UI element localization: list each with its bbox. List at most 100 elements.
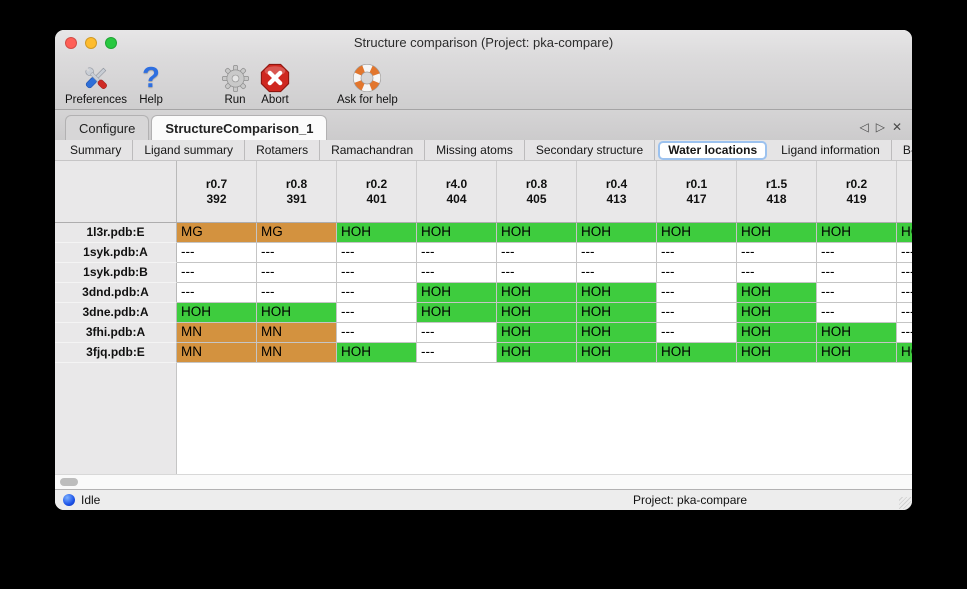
table-cell[interactable]: --- [577, 243, 657, 263]
table-cell[interactable]: --- [817, 243, 897, 263]
column-header[interactable]: r1.5 418 [737, 161, 817, 222]
table-cell[interactable]: HOH [417, 223, 497, 243]
subtab-summary[interactable]: Summary [59, 140, 134, 160]
table-cell[interactable]: --- [817, 303, 897, 323]
subtab-missing-atoms[interactable]: Missing atoms [425, 140, 525, 160]
table-cell[interactable]: HOH [417, 303, 497, 323]
table-cell[interactable]: MN [257, 323, 337, 343]
help-button[interactable]: ? Help [131, 63, 171, 107]
column-header[interactable]: r4.0 404 [417, 161, 497, 222]
title-bar[interactable]: Structure comparison (Project: pka-compa… [55, 30, 912, 56]
table-cell[interactable]: --- [657, 243, 737, 263]
table-cell[interactable]: HOH [577, 323, 657, 343]
table-cell[interactable]: --- [257, 263, 337, 283]
table-cell[interactable]: MN [257, 343, 337, 363]
table-cell[interactable]: HOH [417, 283, 497, 303]
table-cell[interactable]: --- [177, 283, 257, 303]
table-cell[interactable]: MN [177, 323, 257, 343]
table-cell[interactable]: --- [257, 243, 337, 263]
subtab-b-factors[interactable]: B-factors [902, 143, 912, 157]
tab-scroll-left-icon[interactable]: ◁ [859, 120, 869, 134]
resize-grip[interactable] [899, 497, 911, 509]
table-cell[interactable]: HOH [577, 223, 657, 243]
zoom-button[interactable] [105, 37, 117, 49]
table-cell[interactable]: HOH [497, 223, 577, 243]
subtab-water-locations[interactable]: Water locations [658, 140, 768, 160]
ask-for-help-button[interactable]: Ask for help [333, 63, 402, 106]
table-cell[interactable]: --- [657, 303, 737, 323]
tab-scroll-right-icon[interactable]: ▷ [875, 120, 885, 134]
table-cell[interactable]: HOH [657, 343, 737, 363]
table-cell[interactable]: HOH [257, 303, 337, 323]
table-cell[interactable]: --- [337, 263, 417, 283]
table-cell[interactable]: --- [177, 243, 257, 263]
table-cell[interactable]: HOH [337, 343, 417, 363]
subtab-ramachandran[interactable]: Ramachandran [320, 140, 426, 160]
column-header[interactable]: r0.8 405 [497, 161, 577, 222]
column-header[interactable]: r0.8 391 [257, 161, 337, 222]
table-cell[interactable]: --- [817, 263, 897, 283]
table-cell[interactable]: --- [577, 263, 657, 283]
table-cell[interactable]: --- [337, 303, 417, 323]
table-cell[interactable]: MN [177, 343, 257, 363]
table-cell[interactable]: --- [257, 283, 337, 303]
minimize-button[interactable] [85, 37, 97, 49]
table-cell[interactable]: --- [737, 263, 817, 283]
tab-configure[interactable]: Configure [65, 115, 150, 140]
table-cell[interactable]: --- [817, 283, 897, 303]
table-cell[interactable]: HOH [737, 303, 817, 323]
table-cell[interactable]: --- [657, 283, 737, 303]
tab-structure-comparison-1[interactable]: StructureComparison_1 [151, 115, 328, 140]
table-cell[interactable]: --- [337, 283, 417, 303]
table-cell[interactable]: --- [417, 343, 497, 363]
horizontal-scrollbar[interactable] [55, 474, 912, 489]
table-cell[interactable]: --- [497, 263, 577, 283]
table-cell[interactable]: HOH [577, 283, 657, 303]
table-cell[interactable]: --- [737, 243, 817, 263]
subtab-rotamers[interactable]: Rotamers [245, 140, 321, 160]
table-cell[interactable]: HOH [817, 323, 897, 343]
table-cell[interactable]: HOH [497, 303, 577, 323]
run-button[interactable]: Run [215, 63, 255, 106]
table-cell[interactable]: HOH [577, 303, 657, 323]
table-cell[interactable]: HOH [897, 343, 912, 363]
table-cell[interactable]: HOH [497, 343, 577, 363]
column-header[interactable]: r0.2 419 [817, 161, 897, 222]
table-cell[interactable]: --- [417, 323, 497, 343]
table-cell[interactable]: HOH [657, 223, 737, 243]
table-cell[interactable]: HOH [497, 323, 577, 343]
tab-close-icon[interactable]: ✕ [891, 120, 902, 134]
column-header[interactable]: r0.4 413 [577, 161, 657, 222]
table-cell[interactable]: --- [337, 243, 417, 263]
table-cell[interactable]: --- [897, 283, 912, 303]
table-cell[interactable]: --- [897, 263, 912, 283]
table-cell[interactable]: HOH [737, 343, 817, 363]
column-header[interactable]: r0.7 392 [177, 161, 257, 222]
table-cell[interactable]: HOH [737, 283, 817, 303]
column-header[interactable]: r0.1 417 [657, 161, 737, 222]
table-cell[interactable]: --- [497, 243, 577, 263]
table-cell[interactable]: HOH [497, 283, 577, 303]
table-cell[interactable]: HOH [577, 343, 657, 363]
table-cell[interactable]: --- [657, 263, 737, 283]
table-cell[interactable]: MG [257, 223, 337, 243]
table-cell[interactable]: --- [897, 323, 912, 343]
table-cell[interactable]: --- [177, 263, 257, 283]
scrollbar-thumb[interactable] [60, 478, 78, 486]
subtab-ligand-summary[interactable]: Ligand summary [133, 140, 246, 160]
table-cell[interactable]: --- [897, 243, 912, 263]
table-cell[interactable]: HOH [737, 223, 817, 243]
table-cell[interactable]: --- [337, 323, 417, 343]
subtab-ligand-information[interactable]: Ligand information [770, 140, 892, 160]
table-cell[interactable]: HOH [897, 223, 912, 243]
preferences-button[interactable]: Preferences [61, 63, 131, 106]
close-button[interactable] [65, 37, 77, 49]
table-cell[interactable]: HOH [737, 323, 817, 343]
subtab-secondary-structure[interactable]: Secondary structure [525, 140, 656, 160]
table-cell[interactable]: --- [897, 303, 912, 323]
table-cell[interactable]: --- [417, 263, 497, 283]
table-cell[interactable]: HOH [817, 223, 897, 243]
column-header[interactable] [897, 161, 912, 222]
table-cell[interactable]: --- [417, 243, 497, 263]
table-cell[interactable]: HOH [177, 303, 257, 323]
